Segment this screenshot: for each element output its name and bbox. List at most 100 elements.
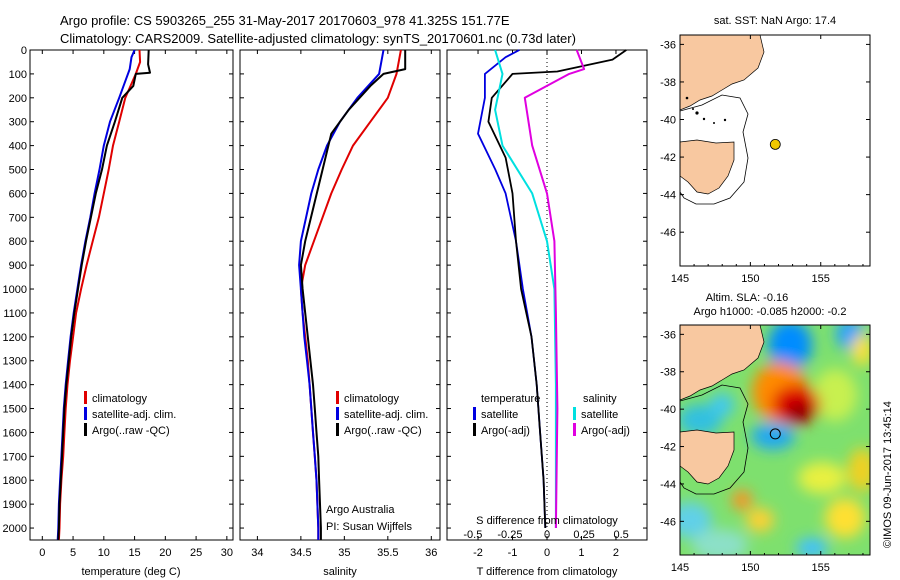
x-tick-label: 0	[544, 547, 550, 559]
x2-tick-label: -0.5	[463, 529, 482, 541]
series-line-argo-adj-	[523, 49, 586, 529]
sla-map-subtitle: Argo h1000: -0.085 h2000: -0.2	[694, 306, 847, 318]
series-line-argo-raw-qc-	[299, 50, 407, 540]
depth-tick-label: 800	[9, 236, 27, 248]
legend-t-satellite: satellite	[481, 409, 518, 421]
x-tick-label: 1	[578, 547, 584, 559]
tasmania	[680, 139, 735, 195]
x-tick-label: 2	[613, 547, 619, 559]
series-line-satellite	[494, 49, 557, 528]
legend-climatology: climatology	[344, 393, 400, 405]
depth-tick-label: 1400	[3, 380, 27, 392]
legend-s-argo: Argo(-adj)	[581, 425, 630, 437]
lon-tick-label: 145	[671, 273, 689, 285]
argo-location-marker	[769, 138, 781, 150]
depth-tick-label: 1200	[3, 332, 27, 344]
sst-map	[680, 35, 870, 266]
salinity-plot: 34 34.5 35 35.5 36	[240, 49, 440, 559]
lat-tick-label: -38	[660, 367, 676, 379]
x-tick-label: 35	[338, 547, 350, 559]
depth-tick-label: 600	[9, 188, 27, 200]
legend-temperature-title: temperature	[481, 393, 540, 405]
lat-tick-label: -36	[660, 39, 676, 51]
x-tick-label: 35.5	[377, 547, 398, 559]
header-line-1: Argo profile: CS 5903265_255 31-May-2017…	[60, 13, 510, 28]
depth-tick-label: 1000	[3, 284, 27, 296]
s-difference-xlabel: S difference from climatology	[476, 515, 618, 527]
legend-t-argo: Argo(-adj)	[481, 425, 530, 437]
lon-tick-label: 150	[741, 273, 759, 285]
salinity-legend: climatology satellite-adj. clim. Argo(..…	[336, 391, 428, 437]
depth-tick-label: 900	[9, 260, 27, 272]
x-tick-label: 5	[70, 547, 76, 559]
pi-label: PI: Susan Wijffels	[326, 521, 412, 533]
lon-tick-label: 145	[671, 562, 689, 574]
x-tick-label: 15	[128, 547, 140, 559]
depth-tick-label: 100	[9, 69, 27, 81]
x-tick-label: 0	[39, 547, 45, 559]
argo-australia-label: Argo Australia	[326, 504, 395, 516]
t-difference-xlabel: T difference from climatology	[477, 566, 618, 578]
sla-map	[680, 325, 870, 555]
depth-axis: 0 100 200 300 400 500 600 700 800 900 1000 1100 1200…	[3, 45, 34, 535]
depth-tick-label: 1600	[3, 427, 27, 439]
mainland-australia	[680, 35, 765, 111]
temperature-legend: climatology satellite-adj. clim. Argo(..…	[84, 391, 176, 437]
legend-argo: Argo(..raw -QC)	[92, 425, 170, 437]
depth-tick-label: 1300	[3, 356, 27, 368]
temperature-plot: 0 5 10 15 20 25 30	[39, 49, 233, 559]
depth-tick-label: 0	[21, 45, 27, 57]
mainland-australia	[680, 325, 765, 401]
depth-tick-label: 400	[9, 141, 27, 153]
series-line-climatology	[57, 49, 142, 541]
x-tick-label: -1	[508, 547, 518, 559]
depth-tick-label: 1700	[3, 451, 27, 463]
legend-salinity-title: salinity	[583, 393, 617, 405]
lon-tick-label: 150	[741, 562, 759, 574]
x-tick-label: 34.5	[290, 547, 311, 559]
depth-tick-label: 700	[9, 212, 27, 224]
legend-argo: Argo(..raw -QC)	[344, 425, 422, 437]
sla-map-title: Altim. SLA: -0.16	[706, 292, 789, 304]
x2-tick-label: 0.25	[573, 529, 594, 541]
depth-tick-label: 2000	[3, 523, 27, 535]
sla-map-ticks: 145 150 155 -36 -38 -40 -42 -44 -46	[660, 325, 870, 574]
x-tick-label: 10	[98, 547, 110, 559]
lat-tick-label: -42	[660, 152, 676, 164]
difference-legend: temperature salinity satellite Argo(-adj…	[473, 393, 630, 437]
lat-tick-label: -36	[660, 329, 676, 341]
legend-satellite-adj: satellite-adj. clim.	[92, 409, 176, 421]
salinity-panel	[239, 49, 441, 541]
series-line-satellite-adj-clim-	[56, 49, 136, 541]
legend-satellite-adj: satellite-adj. clim.	[344, 409, 428, 421]
x-tick-label: 20	[159, 547, 171, 559]
x2-tick-label: 0.5	[613, 529, 628, 541]
sla-field	[680, 325, 870, 555]
shelf-contour	[680, 384, 749, 495]
tasmania	[680, 429, 735, 485]
series-line-argo-raw-qc-	[57, 49, 151, 541]
lon-tick-label: 155	[812, 562, 830, 574]
lat-tick-label: -44	[660, 479, 676, 491]
lat-tick-label: -46	[660, 516, 676, 528]
sst-map-ticks: 145 150 155 -36 -38 -40 -42 -44 -46	[660, 35, 870, 285]
x-tick-label: 36	[425, 547, 437, 559]
x2-tick-label: -0.25	[497, 529, 522, 541]
x-tick-label: 30	[221, 547, 233, 559]
depth-tick-label: 1800	[3, 475, 27, 487]
legend-s-satellite: satellite	[581, 409, 618, 421]
sst-map-title: sat. SST: NaN Argo: 17.4	[714, 15, 836, 27]
legend-climatology: climatology	[92, 393, 148, 405]
lat-tick-label: -38	[660, 77, 676, 89]
sst-map-frame	[679, 34, 871, 267]
depth-tick-label: 500	[9, 165, 27, 177]
sla-map-frame	[679, 324, 871, 556]
temperature-panel	[29, 49, 234, 541]
header-line-2: Climatology: CARS2009. Satellite-adjuste…	[60, 31, 576, 46]
lon-tick-label: 155	[812, 273, 830, 285]
lat-tick-label: -46	[660, 227, 676, 239]
series-line-satellite-adj-clim-	[298, 49, 385, 540]
lat-tick-label: -40	[660, 115, 676, 127]
shelf-contour	[680, 94, 749, 205]
